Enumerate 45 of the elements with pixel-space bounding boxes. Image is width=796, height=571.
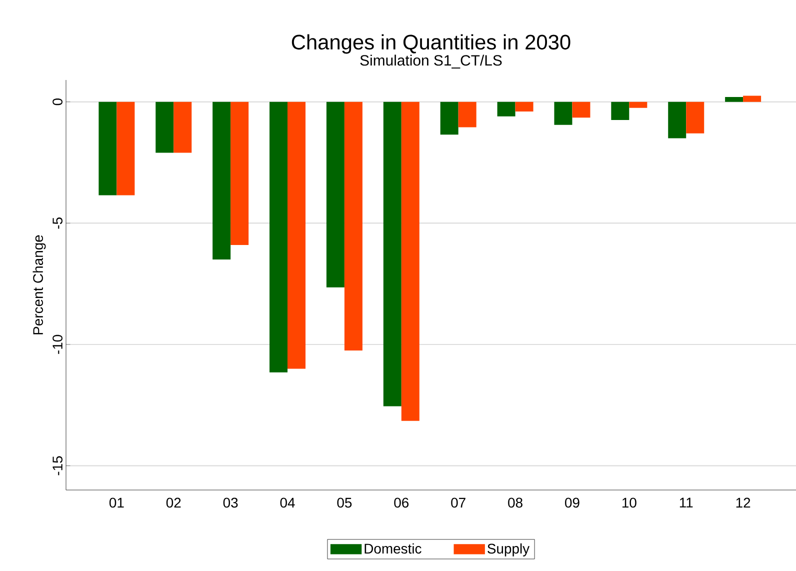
legend-label: Supply: [488, 543, 530, 556]
bar: [156, 102, 174, 153]
bar: [440, 102, 458, 135]
x-tick-label: 08: [508, 498, 522, 508]
chart-subtitle: Simulation S1_CT/LS: [360, 54, 502, 68]
y-tick-label: 0: [52, 98, 62, 106]
bar: [743, 96, 762, 102]
bar: [554, 102, 572, 125]
x-tick-label: 04: [280, 498, 295, 508]
y-tick-label: -5: [52, 218, 62, 229]
bar: [515, 102, 534, 112]
x-tick-label: 09: [565, 498, 580, 508]
bar: [230, 102, 249, 245]
legend-label: Domestic: [364, 543, 422, 554]
bar: [497, 102, 516, 116]
bar: [572, 102, 590, 118]
y-tick-label: -10: [52, 334, 62, 354]
bar: [98, 102, 117, 196]
x-tick-label: 10: [622, 498, 636, 508]
bar: [270, 102, 288, 372]
x-tick-label: 07: [451, 498, 466, 508]
bar: [383, 102, 402, 406]
x-tick-label: 01: [109, 498, 124, 508]
chart-title: Changes in Quantities in 2030: [292, 34, 570, 54]
bar: [668, 102, 686, 138]
bar: [326, 102, 344, 288]
bar: [629, 102, 648, 108]
bar: [288, 102, 306, 369]
bar: [725, 96, 744, 102]
y-axis-title: Percent Change: [32, 235, 46, 334]
x-tick-label: 03: [223, 498, 238, 508]
x-tick-label: 02: [166, 498, 181, 508]
bar: [611, 102, 630, 120]
bar: [174, 102, 192, 153]
bar: [401, 102, 420, 421]
x-tick-label: 11: [680, 498, 693, 508]
bar: [458, 102, 476, 128]
x-tick-label: 06: [394, 498, 409, 508]
bar: [116, 102, 135, 196]
bar: [212, 102, 231, 260]
x-tick-label: 12: [736, 498, 750, 508]
bar: [686, 102, 704, 134]
x-tick-label: 05: [337, 498, 352, 508]
y-tick-label: -15: [52, 456, 62, 476]
bar: [344, 102, 362, 350]
